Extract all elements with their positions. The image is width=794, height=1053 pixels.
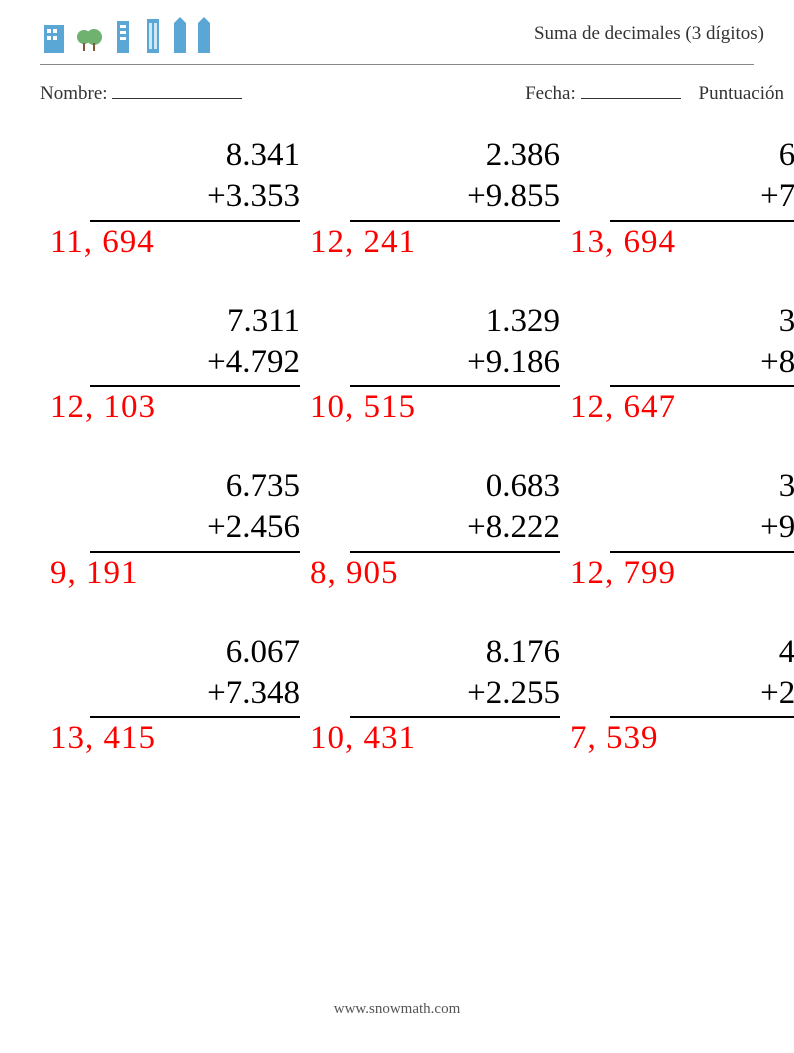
- problem: 7.311+4.79212, 103: [40, 301, 300, 427]
- problem: 0.683+8.222 8, 905: [300, 466, 560, 592]
- top-operand: 6.735: [90, 466, 300, 507]
- problem: 6.067+7.34813, 415: [40, 632, 300, 758]
- problem: 8.341+3.35311, 694: [40, 135, 300, 261]
- highrise2-icon: [196, 15, 212, 53]
- top-operand: 4.5: [610, 632, 794, 673]
- building-icon: [40, 19, 68, 53]
- problem-stack: 0.683+8.222: [350, 466, 560, 555]
- top-operand: 0.683: [350, 466, 560, 507]
- answer: 12, 241: [300, 224, 560, 261]
- top-operand: 1.329: [350, 301, 560, 342]
- addend: +8.7: [610, 342, 794, 383]
- addend: +9.0: [610, 507, 794, 548]
- name-label: Nombre:: [40, 83, 108, 104]
- problem: 8.176+2.25510, 431: [300, 632, 560, 758]
- addend: +2.9: [610, 673, 794, 714]
- top-operand: 8.176: [350, 632, 560, 673]
- score-label: Puntuación: [699, 83, 785, 105]
- tower-icon: [112, 17, 134, 53]
- problem-stack: 3.7+9.0: [610, 466, 794, 555]
- answer: 10, 515: [300, 389, 560, 426]
- problem: 3.7+9.012, 799: [560, 466, 794, 592]
- top-operand: 8.341: [90, 135, 300, 176]
- answer: 13, 415: [40, 720, 300, 757]
- name-field: Nombre:: [40, 83, 242, 105]
- answer: 11, 694: [40, 224, 300, 261]
- top-operand: 3.7: [610, 466, 794, 507]
- problem: 6.6+7.013, 694: [560, 135, 794, 261]
- problem-stack: 3.8+8.7: [610, 301, 794, 390]
- tree-icon: [76, 19, 104, 53]
- top-operand: 6.6: [610, 135, 794, 176]
- top-operand: 7.311: [90, 301, 300, 342]
- addend: +7.348: [90, 673, 300, 714]
- addend: +9.855: [350, 176, 560, 217]
- highrise-icon: [172, 15, 188, 53]
- addend: +7.0: [610, 176, 794, 217]
- answer: 12, 799: [560, 555, 794, 592]
- problem-stack: 4.5+2.9: [610, 632, 794, 721]
- problem-stack: 8.341+3.353: [90, 135, 300, 224]
- date-label: Fecha:: [525, 83, 576, 104]
- problem: 4.5+2.9 7, 539: [560, 632, 794, 758]
- addend: +2.255: [350, 673, 560, 714]
- addend: +4.792: [90, 342, 300, 383]
- header: Suma de decimales (3 dígitos): [0, 0, 794, 58]
- answer: 13, 694: [560, 224, 794, 261]
- problem-stack: 1.329+9.186: [350, 301, 560, 390]
- top-operand: 2.386: [350, 135, 560, 176]
- problem: 6.735+2.456 9, 191: [40, 466, 300, 592]
- top-operand: 6.067: [90, 632, 300, 673]
- top-operand: 3.8: [610, 301, 794, 342]
- problem-stack: 2.386+9.855: [350, 135, 560, 224]
- date-field: Fecha:: [525, 83, 680, 105]
- addend: +9.186: [350, 342, 560, 383]
- addend: +3.353: [90, 176, 300, 217]
- problem: 1.329+9.18610, 515: [300, 301, 560, 427]
- answer: 9, 191: [40, 555, 300, 592]
- name-blank: [112, 84, 242, 99]
- meta-row: Nombre: Fecha: Puntuación: [0, 65, 794, 105]
- problem-stack: 6.067+7.348: [90, 632, 300, 721]
- problem: 2.386+9.85512, 241: [300, 135, 560, 261]
- answer: 10, 431: [300, 720, 560, 757]
- answer: 8, 905: [300, 555, 560, 592]
- worksheet-title: Suma de decimales (3 dígitos): [534, 23, 774, 45]
- tower2-icon: [142, 17, 164, 53]
- addend: +2.456: [90, 507, 300, 548]
- answer: 12, 647: [560, 389, 794, 426]
- answer: 12, 103: [40, 389, 300, 426]
- problem-stack: 8.176+2.255: [350, 632, 560, 721]
- problems-grid: 8.341+3.35311, 6942.386+9.85512, 2416.6+…: [0, 105, 794, 757]
- footer-url: www.snowmath.com: [0, 1001, 794, 1018]
- problem-stack: 6.735+2.456: [90, 466, 300, 555]
- addend: +8.222: [350, 507, 560, 548]
- problem-stack: 6.6+7.0: [610, 135, 794, 224]
- problem: 3.8+8.712, 647: [560, 301, 794, 427]
- worksheet-page: Suma de decimales (3 dígitos) Nombre: Fe…: [0, 0, 794, 1053]
- date-blank: [581, 84, 681, 99]
- problem-stack: 7.311+4.792: [90, 301, 300, 390]
- answer: 7, 539: [560, 720, 794, 757]
- header-icons: [40, 15, 212, 53]
